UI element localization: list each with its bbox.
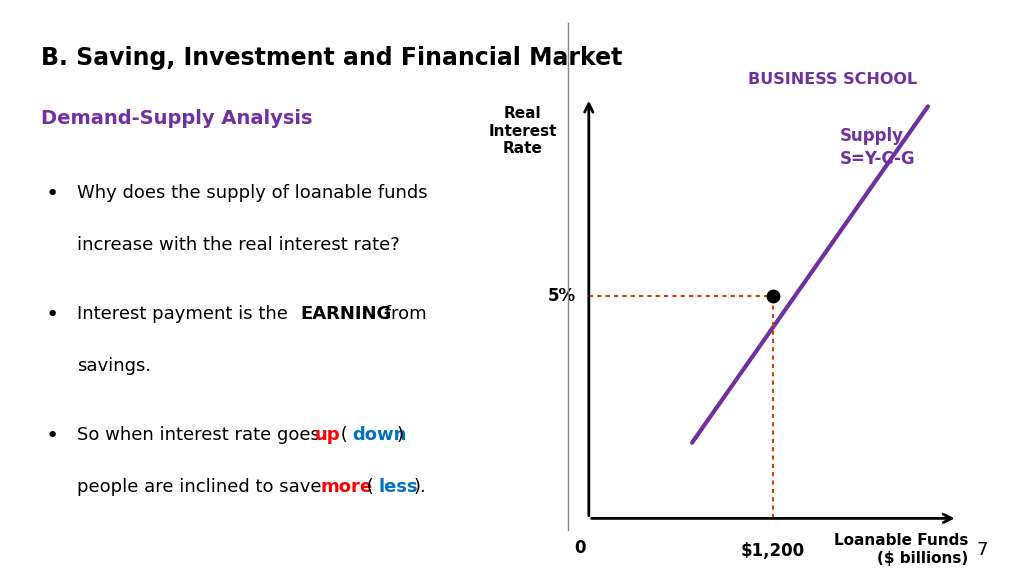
Text: Demand-Supply Analysis: Demand-Supply Analysis: [41, 109, 312, 128]
Text: 7: 7: [977, 541, 988, 559]
Text: •: •: [46, 305, 59, 325]
Text: 5%: 5%: [548, 286, 575, 305]
Text: from: from: [379, 305, 427, 323]
Text: BUSINESS SCHOOL: BUSINESS SCHOOL: [748, 72, 916, 87]
Text: So when interest rate goes: So when interest rate goes: [77, 426, 326, 444]
Text: down: down: [352, 426, 407, 444]
Text: Loanable Funds
($ billions): Loanable Funds ($ billions): [835, 533, 969, 566]
Text: 0: 0: [573, 539, 586, 558]
Text: •: •: [46, 184, 59, 204]
Text: savings.: savings.: [77, 357, 151, 375]
Text: (: (: [335, 426, 347, 444]
Text: less: less: [379, 478, 419, 496]
Text: increase with the real interest rate?: increase with the real interest rate?: [77, 236, 399, 254]
Text: Interest payment is the: Interest payment is the: [77, 305, 294, 323]
Text: EARNING: EARNING: [300, 305, 391, 323]
Text: (: (: [361, 478, 374, 496]
Text: $1,200: $1,200: [741, 541, 805, 559]
Text: ): ): [396, 426, 403, 444]
Text: up: up: [314, 426, 340, 444]
Text: Why does the supply of loanable funds: Why does the supply of loanable funds: [77, 184, 427, 202]
Text: •: •: [46, 426, 59, 446]
Text: ).: ).: [414, 478, 426, 496]
Text: more: more: [321, 478, 373, 496]
Text: B. Saving, Investment and Financial Market: B. Saving, Investment and Financial Mark…: [41, 46, 623, 70]
Text: Supply
S=Y-C-G: Supply S=Y-C-G: [840, 127, 915, 168]
Text: people are inclined to save: people are inclined to save: [77, 478, 327, 496]
Text: Real
Interest
Rate: Real Interest Rate: [488, 107, 557, 156]
